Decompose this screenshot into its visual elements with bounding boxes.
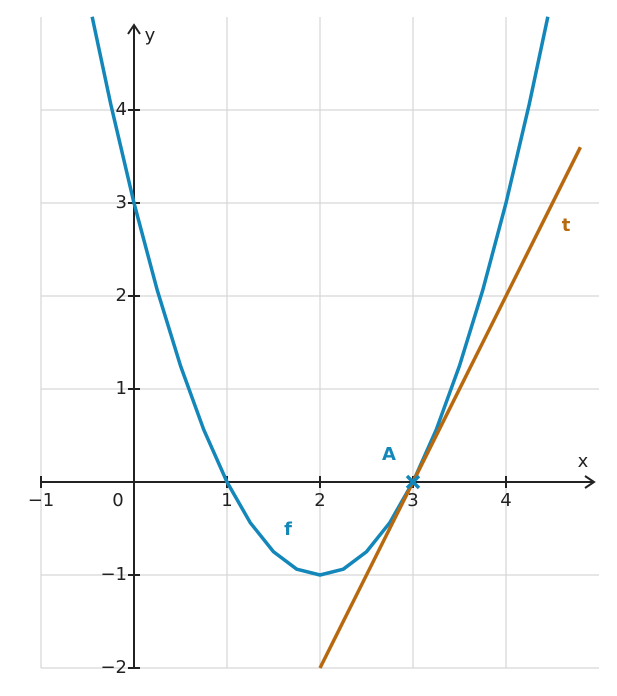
function-curve	[318, 146, 582, 669]
y-tick-label: 1	[116, 378, 127, 399]
x-axis-label: x	[578, 451, 589, 472]
x-tick-label: 2	[314, 490, 325, 511]
y-tick-label: −2	[100, 657, 127, 678]
x-tick-label: 0	[112, 490, 123, 511]
x-axis-arrow	[584, 475, 596, 489]
y-axis-label: y	[145, 25, 156, 46]
curve-label: t	[562, 215, 571, 236]
function-curve	[90, 16, 550, 577]
x-tick-label: 3	[407, 490, 418, 511]
y-tick-label: 3	[116, 192, 127, 213]
y-tick-label: −1	[100, 564, 127, 585]
y-tick-label: 4	[116, 99, 127, 120]
x-tick-label: −1	[28, 490, 55, 511]
y-tick-label: 2	[116, 285, 127, 306]
x-tick-label: 1	[221, 490, 232, 511]
curve-label: f	[284, 519, 292, 540]
point-marker	[405, 474, 421, 490]
point-label: A	[382, 444, 396, 465]
y-axis-arrow	[127, 23, 141, 35]
x-tick-label: 4	[500, 490, 511, 511]
